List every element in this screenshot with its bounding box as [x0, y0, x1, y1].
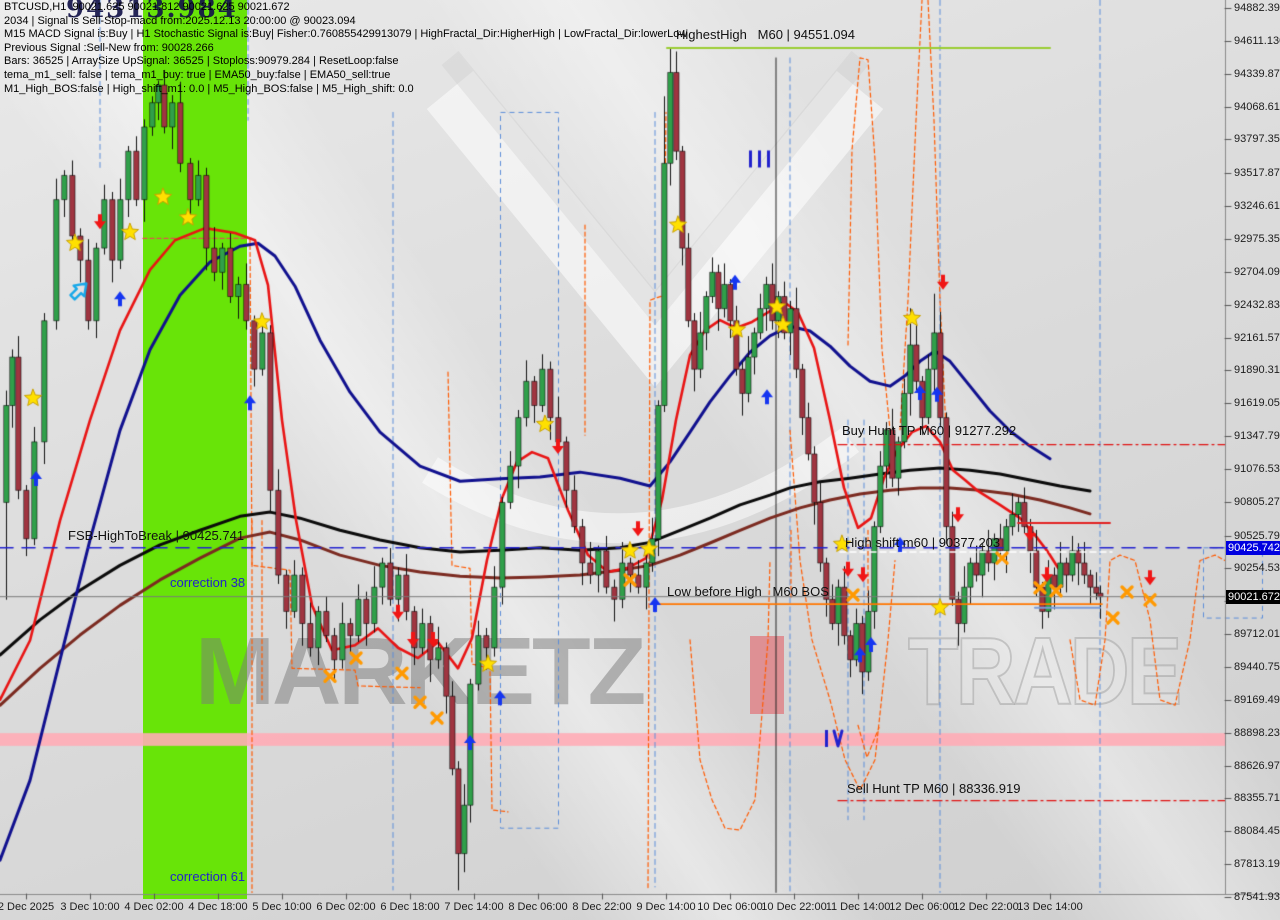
price-tick-label: 87813.190	[1234, 858, 1280, 871]
macd-stochastic-line: M15 MACD Signal is:Buy | H1 Stochastic S…	[4, 28, 688, 41]
time-tick-label: 8 Dec 06:00	[508, 901, 568, 913]
time-tick-label: 9 Dec 14:00	[636, 901, 696, 913]
bars-stoploss-line: Bars: 36525 | ArraySize UpSignal: 36525 …	[4, 55, 399, 68]
time-tick-label: 8 Dec 22:00	[572, 901, 632, 913]
price-tick-label: 94339.870	[1234, 67, 1280, 80]
time-tick-label: 12 Dec 06:00	[889, 901, 955, 913]
price-tick-label: 93797.350	[1234, 133, 1280, 146]
time-tick-label: 5 Dec 10:00	[252, 901, 312, 913]
expert-info-block: BTCUSD,H1 90021.625 90021.812 90021.625 …	[4, 1, 687, 96]
price-tick-label: 90254.530	[1234, 562, 1280, 575]
price-tick-label: 89440.750	[1234, 661, 1280, 674]
price-tick-label: 91076.530	[1234, 462, 1280, 475]
time-tick-label: 12 Dec 22:00	[953, 901, 1019, 913]
low-before-high-label[interactable]: Low before High M60 BOS	[667, 584, 829, 599]
time-tick-label: 4 Dec 02:00	[124, 901, 184, 913]
price-tick-label: 92704.090	[1234, 265, 1280, 278]
price-tick-label: 94882.390	[1234, 2, 1280, 14]
time-tick-label: 3 Dec 10:00	[60, 901, 120, 913]
buy-hunt-label[interactable]: Buy Hunt TP M60 | 91277.292	[842, 423, 1017, 438]
price-tick-label: 88898.230	[1234, 726, 1280, 739]
price-tick-label: 90805.270	[1234, 495, 1280, 508]
signal-line: 2034 | Signal is Sell-Stop-macd from:202…	[4, 14, 356, 27]
price-tick-label: 92161.570	[1234, 331, 1280, 344]
price-tick-label: 94611.130	[1234, 34, 1280, 47]
price-tick-label: 93246.610	[1234, 200, 1280, 213]
price-tick-label: 92975.350	[1234, 232, 1280, 245]
price-tick-label: 89712.010	[1234, 628, 1280, 641]
price-tick-label: 88084.450	[1234, 825, 1280, 838]
time-tick-label: 4 Dec 18:00	[188, 901, 248, 913]
fsb-high-label[interactable]: FSB-HighToBreak | 90425.741	[68, 528, 245, 543]
tema-ema-line: tema_m1_sell: false | tema_m1_buy: true …	[4, 68, 391, 81]
price-tick-label: 92432.830	[1234, 298, 1280, 311]
correction-61-label[interactable]: correction 61	[170, 869, 246, 884]
price-tick-label: 90525.790	[1234, 529, 1280, 542]
price-tick-label: 91619.050	[1234, 397, 1280, 410]
previous-signal-line: Previous Signal :Sell-New from: 90028.26…	[4, 41, 214, 54]
price-tick-label: 88626.970	[1234, 759, 1280, 772]
price-tick-label: 91347.790	[1234, 430, 1280, 443]
time-tick-label: 11 Dec 14:00	[825, 901, 891, 913]
price-tick-label: 93517.870	[1234, 167, 1280, 180]
time-tick-label: 10 Dec 06:00	[697, 901, 763, 913]
price-tick-label: 89169.490	[1234, 693, 1280, 706]
time-tick-label: 6 Dec 02:00	[316, 901, 376, 913]
price-tick-label: 91890.310	[1234, 364, 1280, 377]
symbol-ohlc-line: BTCUSD,H1 90021.625 90021.812 90021.625 …	[4, 1, 290, 13]
time-tick-label: 10 Dec 22:00	[761, 901, 827, 913]
price-tick-label: 87541.930	[1234, 891, 1280, 903]
correction-38-label[interactable]: correction 38	[170, 575, 246, 590]
fsb-price-badge: 90425.742	[1226, 540, 1280, 555]
highest-high-label[interactable]: HighestHigh M60 | 94551.094	[676, 27, 855, 42]
time-tick-label: 6 Dec 18:00	[380, 901, 440, 913]
price-tick-label: 88355.710	[1234, 792, 1280, 805]
price-tick-label: 94068.610	[1234, 100, 1280, 113]
high-shift-label[interactable]: High shift m60 | 90377.203	[845, 535, 1001, 550]
time-tick-label: 7 Dec 14:00	[444, 901, 504, 913]
bos-shift-line: M1_High_BOS:false | High_shift_m1: 0.0 |…	[4, 82, 414, 95]
current-price-badge: 90021.672	[1226, 589, 1280, 604]
sell-hunt-label[interactable]: Sell Hunt TP M60 | 88336.919	[847, 781, 1021, 796]
time-tick-label: 13 Dec 14:00	[1017, 901, 1083, 913]
time-tick-label: 2 Dec 2025	[0, 901, 55, 913]
big-price-overlay: 94313.984	[66, 0, 238, 24]
